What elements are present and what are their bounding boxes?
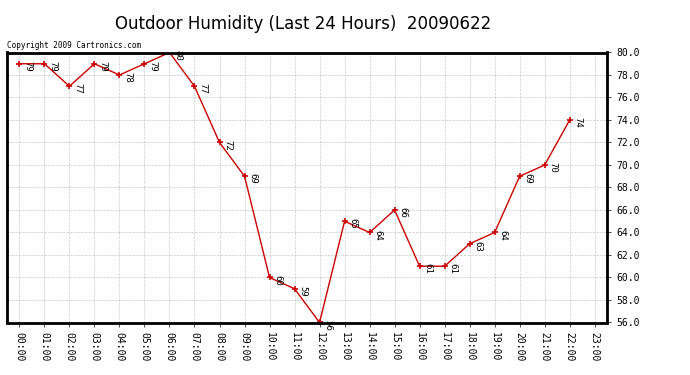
Text: 64: 64 [374,230,383,240]
Text: 64: 64 [499,230,508,240]
Text: 78: 78 [124,72,132,83]
Text: 69: 69 [524,174,533,184]
Text: 60: 60 [274,275,283,285]
Text: 63: 63 [474,241,483,252]
Text: 79: 79 [148,61,157,72]
Text: Outdoor Humidity (Last 24 Hours)  20090622: Outdoor Humidity (Last 24 Hours) 2009062… [115,15,492,33]
Text: 59: 59 [299,286,308,297]
Text: 74: 74 [574,117,583,128]
Text: 65: 65 [348,219,357,229]
Text: 72: 72 [224,140,233,150]
Text: 79: 79 [99,61,108,72]
Text: 69: 69 [248,174,257,184]
Text: 77: 77 [199,84,208,94]
Text: 77: 77 [74,84,83,94]
Text: 61: 61 [424,264,433,274]
Text: 79: 79 [48,61,57,72]
Text: Copyright 2009 Cartronics.com: Copyright 2009 Cartronics.com [7,41,141,50]
Text: 56: 56 [324,320,333,330]
Text: 66: 66 [399,207,408,218]
Text: 80: 80 [174,50,183,60]
Text: 70: 70 [549,162,558,173]
Text: 79: 79 [23,61,32,72]
Text: 61: 61 [448,264,457,274]
